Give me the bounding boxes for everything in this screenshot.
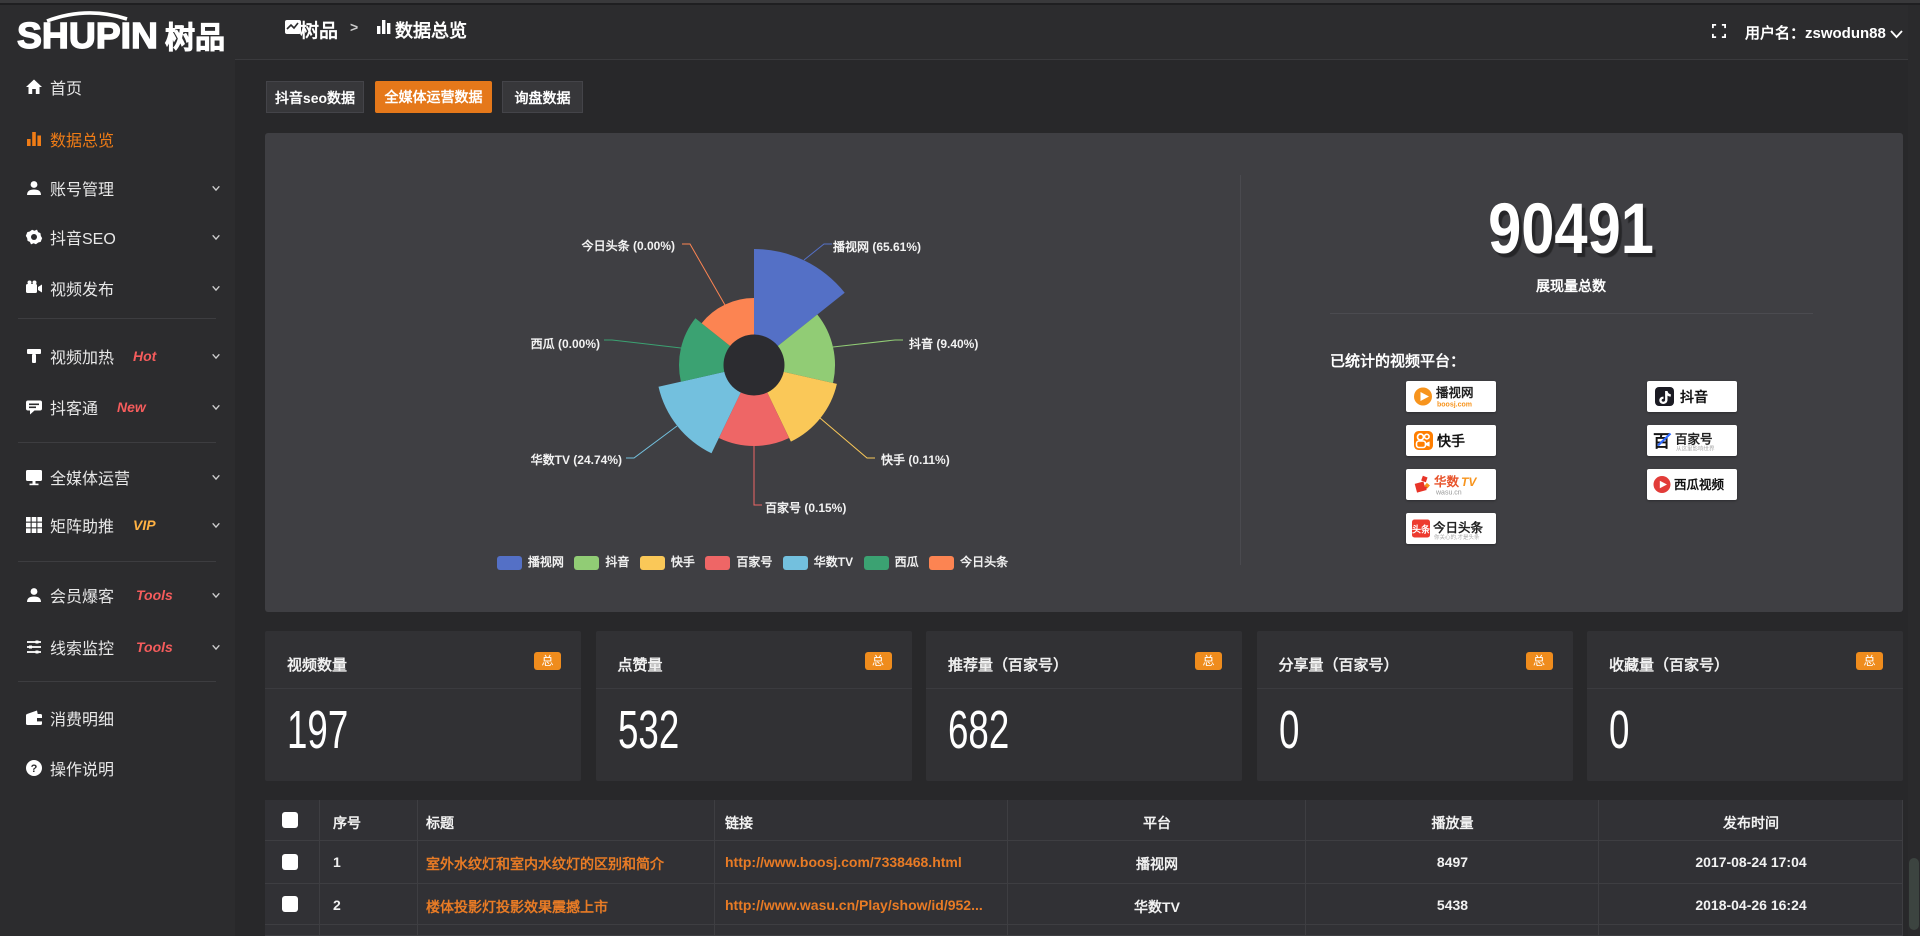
svg-text:SHUPIN: SHUPIN — [17, 15, 158, 56]
svg-text:华数: 华数 — [1434, 474, 1460, 489]
svg-text:boosj.com: boosj.com — [1437, 402, 1472, 409]
svg-text:从这里影响世界: 从这里影响世界 — [1676, 445, 1715, 453]
svg-text:wasu.cn: wasu.cn — [1435, 490, 1462, 497]
svg-text:西瓜视频: 西瓜视频 — [1674, 477, 1725, 492]
svg-text:头条: 头条 — [1412, 524, 1431, 535]
svg-text:快手: 快手 — [1437, 433, 1465, 449]
svg-text:你关心的,才是头条: 你关心的,才是头条 — [1434, 533, 1480, 541]
svg-text:播视网: 播视网 — [1436, 385, 1474, 400]
svg-text:今日头条: 今日头条 — [1432, 520, 1484, 535]
svg-text:抖音: 抖音 — [1680, 389, 1708, 405]
svg-text:?: ? — [31, 763, 38, 775]
svg-text:TV: TV — [1461, 475, 1477, 489]
svg-text:树品: 树品 — [165, 22, 225, 55]
svg-text:百家号: 百家号 — [1675, 432, 1713, 447]
